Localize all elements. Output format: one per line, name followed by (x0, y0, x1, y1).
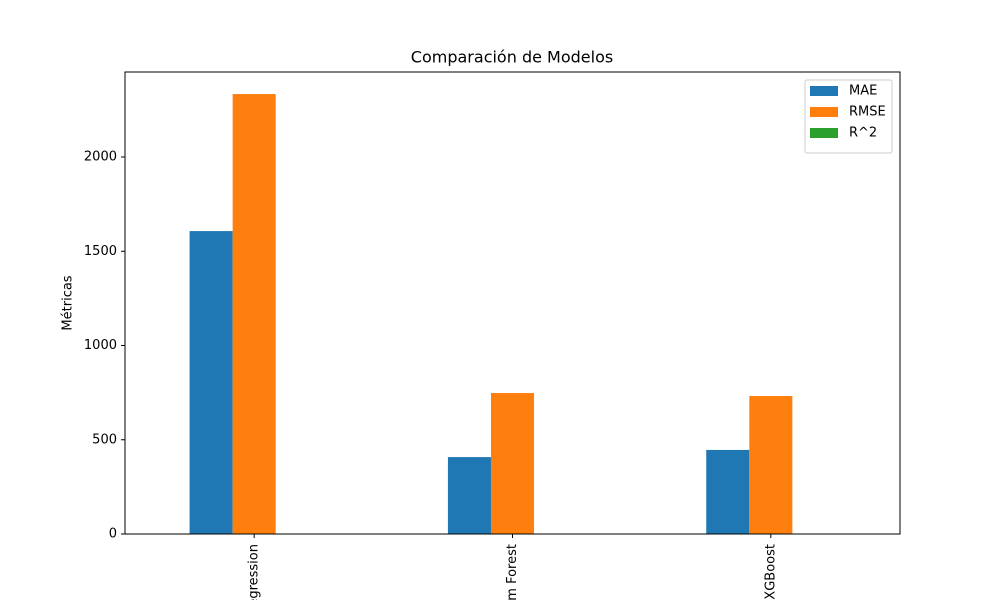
bar (749, 396, 793, 534)
y-axis-label: Métricas (61, 275, 76, 330)
chart-title: Comparación de Modelos (411, 48, 613, 67)
y-tick-label: 500 (92, 432, 117, 447)
legend-swatch (810, 128, 838, 138)
y-tick-label: 0 (109, 527, 117, 542)
x-tick-label: Linear Regression (247, 544, 262, 600)
y-tick-label: 1500 (84, 244, 117, 259)
bar (232, 94, 276, 534)
legend-swatch (810, 86, 838, 96)
legend-label: MAE (849, 84, 877, 99)
legend-label: RMSE (849, 105, 886, 120)
x-tick-label: XGBoost (763, 544, 778, 600)
y-tick-label: 2000 (84, 150, 117, 165)
legend-swatch (810, 107, 838, 117)
plot-frame (124, 71, 901, 535)
y-tick-label: 1000 (84, 338, 117, 353)
x-tick-label: Random Forest (505, 544, 520, 600)
bar (189, 231, 233, 534)
legend: MAE RMSE R^2 (804, 79, 893, 154)
bar (706, 449, 750, 534)
bar (490, 393, 535, 534)
bar (447, 457, 491, 534)
legend-label: R^2 (849, 126, 877, 141)
